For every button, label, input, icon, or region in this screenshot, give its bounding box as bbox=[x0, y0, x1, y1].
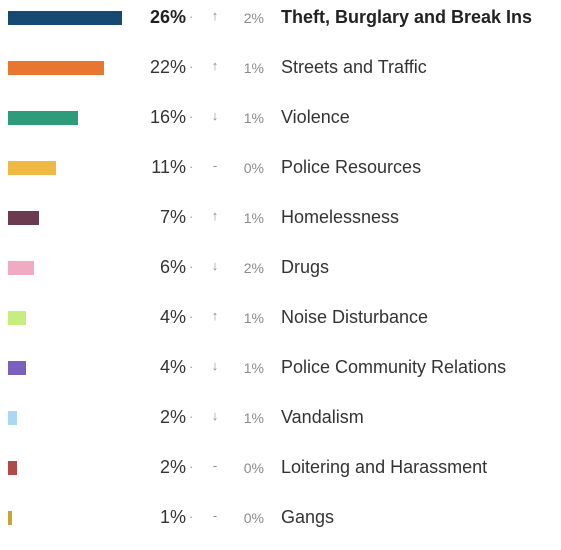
value-label: 22% bbox=[149, 57, 186, 77]
trend-down-icon: ↓ bbox=[211, 258, 219, 273]
value-label: 7% bbox=[159, 207, 186, 227]
separator-dot: · bbox=[189, 259, 194, 274]
trend-flat-icon: - bbox=[212, 458, 218, 473]
separator-dot: · bbox=[189, 509, 194, 524]
chart-row: 4% · ↑ 1% Noise Disturbance bbox=[0, 300, 561, 350]
bar bbox=[8, 111, 78, 125]
value-label: 26% bbox=[149, 7, 186, 27]
change-label: 2% bbox=[243, 10, 264, 26]
bar bbox=[8, 361, 26, 375]
trend-flat-icon: - bbox=[212, 158, 218, 173]
separator-dot: · bbox=[189, 209, 194, 224]
separator-dot: · bbox=[189, 9, 194, 24]
change-label: 1% bbox=[243, 210, 264, 226]
chart-row: 1% · - 0% Gangs bbox=[0, 500, 561, 550]
chart-row: 16% · ↓ 1% Violence bbox=[0, 100, 561, 150]
chart-row: 7% · ↑ 1% Homelessness bbox=[0, 200, 561, 250]
category-label: Police Resources bbox=[281, 157, 422, 177]
chart-row: 2% · - 0% Loitering and Harassment bbox=[0, 450, 561, 500]
chart-row: 4% · ↓ 1% Police Community Relations bbox=[0, 350, 561, 400]
value-label: 6% bbox=[159, 257, 186, 277]
separator-dot: · bbox=[189, 359, 194, 374]
change-label: 0% bbox=[243, 510, 264, 526]
chart-row: 6% · ↓ 2% Drugs bbox=[0, 250, 561, 300]
bar bbox=[8, 311, 26, 325]
value-label: 1% bbox=[159, 507, 186, 527]
value-label: 4% bbox=[159, 357, 186, 377]
change-label: 1% bbox=[243, 410, 264, 426]
change-label: 0% bbox=[243, 460, 264, 476]
category-label: Streets and Traffic bbox=[281, 57, 427, 77]
category-label: Noise Disturbance bbox=[281, 307, 429, 327]
separator-dot: · bbox=[189, 409, 194, 424]
value-label: 16% bbox=[149, 107, 186, 127]
chart-row: 2% · ↓ 1% Vandalism bbox=[0, 400, 561, 450]
bar bbox=[8, 211, 39, 225]
trend-up-icon: ↑ bbox=[211, 308, 219, 323]
category-label: Drugs bbox=[281, 257, 330, 277]
separator-dot: · bbox=[189, 59, 194, 74]
trend-down-icon: ↓ bbox=[211, 358, 219, 373]
separator-dot: · bbox=[189, 159, 194, 174]
trend-down-icon: ↓ bbox=[211, 108, 219, 123]
bar bbox=[8, 161, 56, 175]
trend-up-icon: ↑ bbox=[211, 8, 219, 23]
bar bbox=[8, 461, 17, 475]
change-label: 1% bbox=[243, 310, 264, 326]
separator-dot: · bbox=[189, 459, 194, 474]
trend-up-icon: ↑ bbox=[211, 208, 219, 223]
ranked-bar-chart: 26% · ↑ 2% Theft, Burglary and Break Ins 22% ·… bbox=[0, 0, 561, 527]
bar bbox=[8, 61, 104, 75]
category-label: Theft, Burglary and Break Ins bbox=[281, 7, 533, 27]
chart-row: 11% · - 0% Police Resources bbox=[0, 150, 561, 200]
bar bbox=[8, 411, 17, 425]
separator-dot: · bbox=[189, 309, 194, 324]
category-label: Homelessness bbox=[281, 207, 400, 227]
value-label: 4% bbox=[159, 307, 186, 327]
bar bbox=[8, 261, 34, 275]
category-label: Loitering and Harassment bbox=[281, 457, 488, 477]
change-label: 1% bbox=[243, 360, 264, 376]
category-label: Gangs bbox=[281, 507, 335, 527]
change-label: 0% bbox=[243, 160, 264, 176]
trend-down-icon: ↓ bbox=[211, 408, 219, 423]
category-label: Violence bbox=[281, 107, 350, 127]
trend-flat-icon: - bbox=[212, 508, 218, 523]
change-label: 1% bbox=[243, 60, 264, 76]
separator-dot: · bbox=[189, 109, 194, 124]
chart-row: 22% · ↑ 1% Streets and Traffic bbox=[0, 50, 561, 100]
change-label: 1% bbox=[243, 110, 264, 126]
chart-row: 26% · ↑ 2% Theft, Burglary and Break Ins bbox=[0, 0, 561, 50]
category-label: Police Community Relations bbox=[281, 357, 507, 377]
bar bbox=[8, 511, 12, 525]
value-label: 2% bbox=[159, 407, 186, 427]
trend-up-icon: ↑ bbox=[211, 58, 219, 73]
change-label: 2% bbox=[243, 260, 264, 276]
value-label: 2% bbox=[159, 457, 186, 477]
bar bbox=[8, 11, 122, 25]
value-label: 11% bbox=[151, 157, 186, 177]
category-label: Vandalism bbox=[281, 407, 364, 427]
